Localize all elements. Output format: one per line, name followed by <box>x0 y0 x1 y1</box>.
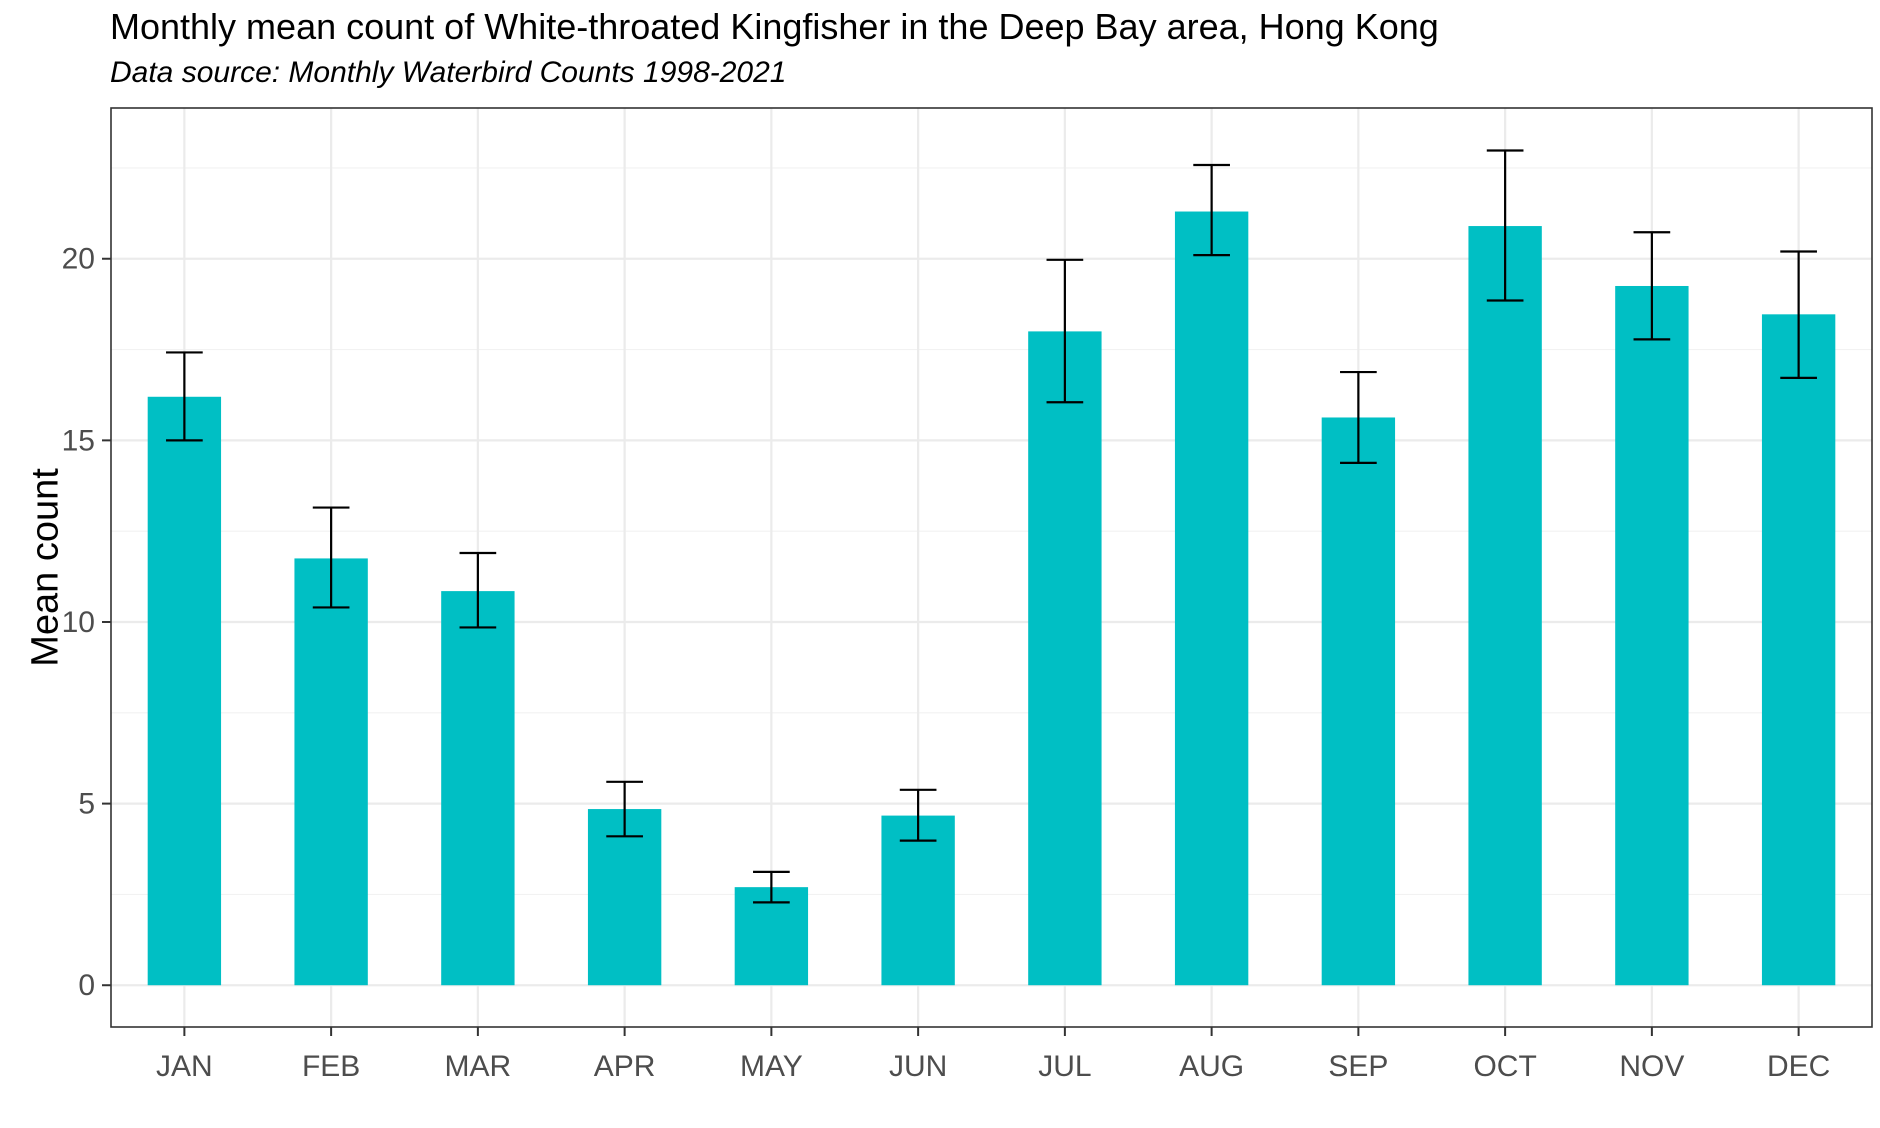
y-axis-ticks: 0 5 10 15 20 <box>62 243 111 1002</box>
bar-dec <box>1761 314 1836 986</box>
x-tick-label-jan: JAN <box>156 1050 213 1083</box>
x-axis-ticks: JAN FEB MAR APR MAY JUN JUL AUG SEP OCT NOV DEC <box>156 1027 1830 1083</box>
x-tick-label-oct: OCT <box>1473 1050 1536 1083</box>
error-bar-dec <box>1780 250 1817 379</box>
error-bars <box>166 149 1817 904</box>
x-tick-label-apr: APR <box>594 1050 656 1083</box>
bar-sep <box>1321 417 1396 986</box>
error-bar-feb <box>312 506 350 609</box>
bar-jun <box>881 815 955 986</box>
x-tick-label-aug: AUG <box>1179 1050 1244 1083</box>
bar-mar <box>441 591 515 986</box>
x-tick-label-feb: FEB <box>302 1050 360 1083</box>
error-bar-sep <box>1340 370 1377 464</box>
bars <box>147 211 1836 986</box>
chart-subtitle: Data source: Monthly Waterbird Counts 19… <box>110 56 787 89</box>
y-tick-label: 10 <box>62 606 95 639</box>
error-bar-apr <box>606 780 643 838</box>
y-tick-label: 5 <box>78 788 95 821</box>
x-tick-label-sep: SEP <box>1328 1050 1388 1083</box>
x-tick-label-mar: MAR <box>445 1050 512 1083</box>
y-tick-label: 15 <box>62 424 95 457</box>
error-bar-nov <box>1633 231 1671 341</box>
bar-feb <box>294 558 368 986</box>
y-tick-label: 20 <box>62 243 95 276</box>
bar-nov <box>1615 285 1689 986</box>
x-tick-label-jul: JUL <box>1038 1050 1091 1083</box>
error-bar-mar <box>459 551 497 629</box>
x-tick-label-may: MAY <box>740 1050 803 1083</box>
error-bar-may <box>753 870 790 904</box>
bar-jan <box>147 396 222 986</box>
chart-title: Monthly mean count of White-throated Kin… <box>110 6 1439 47</box>
plot-panel-border <box>110 107 1873 1028</box>
bar-jul <box>1028 331 1102 986</box>
error-bar-jun <box>899 788 937 842</box>
bar-aug <box>1174 211 1249 986</box>
bar-apr <box>587 809 662 986</box>
x-tick-label-dec: DEC <box>1767 1050 1830 1083</box>
error-bar-aug <box>1193 163 1230 257</box>
y-tick-label: 0 <box>78 969 95 1002</box>
error-bar-jan <box>166 351 203 442</box>
error-bar-jul <box>1046 258 1084 404</box>
y-axis-title: Mean count <box>24 468 66 667</box>
grid-lines <box>111 108 1872 1027</box>
x-tick-label-jun: JUN <box>889 1050 947 1083</box>
error-bar-oct <box>1486 149 1524 302</box>
bar-oct <box>1468 226 1542 986</box>
x-tick-label-nov: NOV <box>1619 1050 1684 1083</box>
